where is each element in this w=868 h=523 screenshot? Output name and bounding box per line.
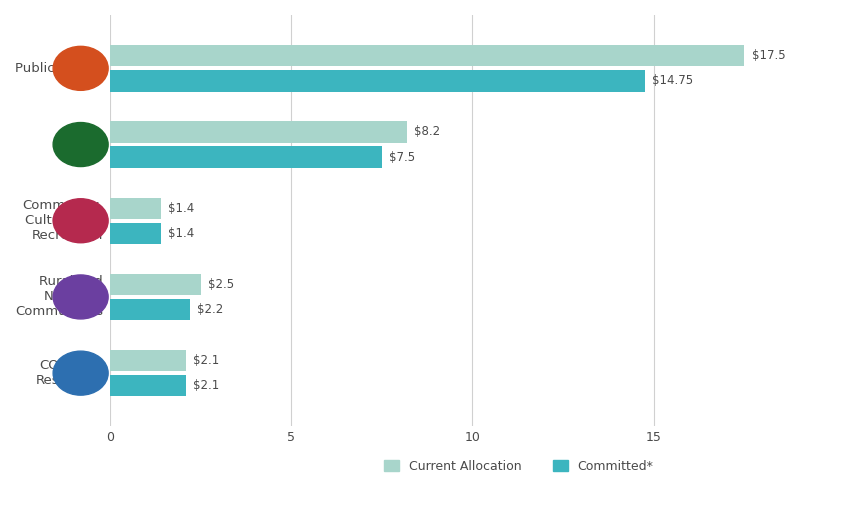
Ellipse shape xyxy=(53,275,108,319)
Text: $8.2: $8.2 xyxy=(414,126,441,139)
Bar xyxy=(110,198,161,219)
Bar xyxy=(110,299,190,320)
Text: $2.1: $2.1 xyxy=(194,354,220,367)
Bar xyxy=(110,350,186,371)
Legend: Current Allocation, Committed*: Current Allocation, Committed* xyxy=(378,455,659,478)
Bar xyxy=(110,146,382,168)
Bar xyxy=(110,70,645,92)
Text: $1.4: $1.4 xyxy=(168,227,194,240)
Ellipse shape xyxy=(53,351,108,395)
Bar xyxy=(110,45,744,66)
Text: $1.4: $1.4 xyxy=(168,202,194,214)
Text: $17.5: $17.5 xyxy=(752,49,786,62)
Text: $2.2: $2.2 xyxy=(197,303,223,316)
Bar xyxy=(110,375,186,396)
Bar xyxy=(110,274,201,295)
Bar xyxy=(110,121,407,143)
Text: $2.1: $2.1 xyxy=(194,379,220,392)
Ellipse shape xyxy=(53,122,108,166)
Text: $14.75: $14.75 xyxy=(652,74,693,87)
Ellipse shape xyxy=(53,199,108,243)
Text: $7.5: $7.5 xyxy=(389,151,415,164)
Bar xyxy=(110,223,161,244)
Text: $2.5: $2.5 xyxy=(207,278,234,291)
Ellipse shape xyxy=(53,47,108,90)
